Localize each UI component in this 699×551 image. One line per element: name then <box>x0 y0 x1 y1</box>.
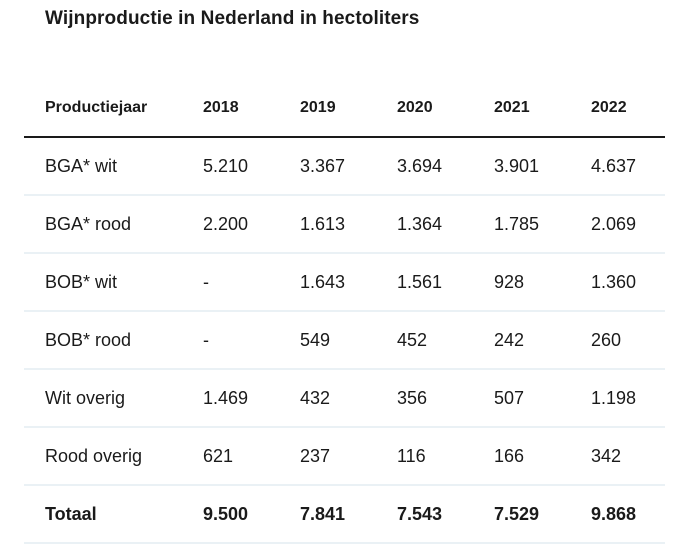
table-cell: 7.841 <box>300 485 397 544</box>
header-cell-2022: 2022 <box>591 80 665 138</box>
table-cell: 432 <box>300 369 397 428</box>
table-cell: 1.198 <box>591 369 665 428</box>
table-cell: 1.643 <box>300 253 397 312</box>
table-cell: 621 <box>203 427 300 486</box>
table-cell: 9.500 <box>203 485 300 544</box>
table-cell: 260 <box>591 311 665 370</box>
row-label: BGA* wit <box>24 137 203 196</box>
table-cell: 342 <box>591 427 665 486</box>
table-cell: 1.613 <box>300 195 397 254</box>
header-cell-2019: 2019 <box>300 80 397 138</box>
table-cell: 7.529 <box>494 485 591 544</box>
wine-production-table: Productiejaar 2018 2019 2020 2021 2022 B… <box>24 80 665 544</box>
table-cell: 3.367 <box>300 137 397 196</box>
table-row: Wit overig 1.469 432 356 507 1.198 <box>24 369 665 428</box>
table-cell: 2.069 <box>591 195 665 254</box>
table-cell: 5.210 <box>203 137 300 196</box>
table-cell: 507 <box>494 369 591 428</box>
table-cell: 7.543 <box>397 485 494 544</box>
table-cell: 166 <box>494 427 591 486</box>
row-label: BOB* rood <box>24 311 203 370</box>
table-cell: 2.200 <box>203 195 300 254</box>
table-cell: 9.868 <box>591 485 665 544</box>
header-cell-2018: 2018 <box>203 80 300 138</box>
header-cell-2020: 2020 <box>397 80 494 138</box>
table-cell: 4.637 <box>591 137 665 196</box>
table-cell: 1.469 <box>203 369 300 428</box>
table-cell: 1.561 <box>397 253 494 312</box>
table-cell: 3.694 <box>397 137 494 196</box>
table-cell: 116 <box>397 427 494 486</box>
table-row-total: Totaal 9.500 7.841 7.543 7.529 9.868 <box>24 485 665 544</box>
row-label: Rood overig <box>24 427 203 486</box>
table-cell: 1.785 <box>494 195 591 254</box>
table-row: BOB* rood - 549 452 242 260 <box>24 311 665 370</box>
page-title: Wijnproductie in Nederland in hectoliter… <box>45 8 420 29</box>
table-cell: 452 <box>397 311 494 370</box>
header-cell-productiejaar: Productiejaar <box>24 80 203 138</box>
row-label: Wit overig <box>24 369 203 428</box>
table-cell: 1.364 <box>397 195 494 254</box>
table-cell: 356 <box>397 369 494 428</box>
table-row: BGA* wit 5.210 3.367 3.694 3.901 4.637 <box>24 137 665 196</box>
header-cell-2021: 2021 <box>494 80 591 138</box>
row-label: Totaal <box>24 485 203 544</box>
table-row: BGA* rood 2.200 1.613 1.364 1.785 2.069 <box>24 195 665 254</box>
table-cell: 928 <box>494 253 591 312</box>
table-cell: 242 <box>494 311 591 370</box>
table-cell: 549 <box>300 311 397 370</box>
table-cell: 237 <box>300 427 397 486</box>
table-row: BOB* wit - 1.643 1.561 928 1.360 <box>24 253 665 312</box>
row-label: BOB* wit <box>24 253 203 312</box>
table-row: Rood overig 621 237 116 166 342 <box>24 427 665 486</box>
row-label: BGA* rood <box>24 195 203 254</box>
table-cell: 3.901 <box>494 137 591 196</box>
table-cell: 1.360 <box>591 253 665 312</box>
table-cell: - <box>203 253 300 312</box>
table-cell: - <box>203 311 300 370</box>
table-header-row: Productiejaar 2018 2019 2020 2021 2022 <box>24 80 665 138</box>
